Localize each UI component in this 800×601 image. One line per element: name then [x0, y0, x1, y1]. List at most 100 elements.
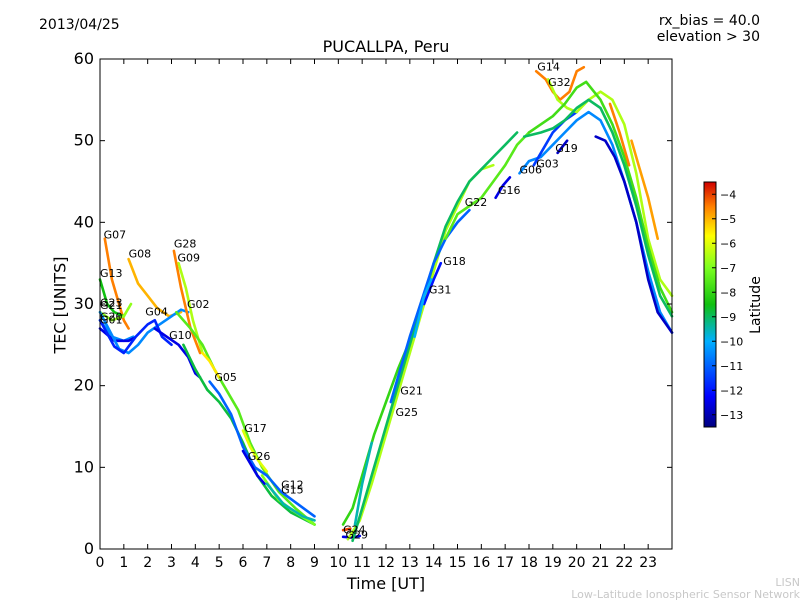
satellite-label-7: G04: [145, 305, 168, 318]
series-line-8: [172, 249, 202, 355]
x-tick-label-3: 3: [167, 555, 176, 571]
series-line-32: [546, 78, 674, 298]
series-line-30: [556, 139, 569, 155]
x-tick-label-2: 2: [143, 555, 152, 571]
y-tick-label-5: 50: [74, 131, 94, 150]
x-tick-label-18: 18: [520, 555, 538, 571]
satellite-label-16: G15: [281, 484, 304, 497]
colorbar-tick-label-8: −12: [720, 384, 743, 397]
series-line-39: [353, 441, 374, 526]
colorbar-tick-label-6: −10: [720, 335, 743, 348]
satellite-label-27: G19: [555, 142, 578, 155]
x-tick-label-11: 11: [353, 555, 371, 571]
axes: 0 1 2 3 4 5 6 7 8 9 10 11 12 13 14 15 16 17 18 19 20 21 22 2301…: [74, 49, 672, 571]
colorbar-tick-label-2: −6: [720, 237, 736, 250]
x-tick-label-15: 15: [449, 555, 467, 571]
colorbar-tick-label-1: −5: [720, 213, 736, 226]
series-line-11: [153, 327, 202, 379]
satellite-label-26: G03: [536, 158, 559, 171]
satellite-label-0: G07: [104, 229, 127, 242]
x-tick-label-4: 4: [191, 555, 200, 571]
series-line-19: [341, 527, 352, 532]
date-label: 2013/04/25: [39, 17, 120, 33]
x-tick-label-21: 21: [592, 555, 610, 571]
x-tick-label-10: 10: [329, 555, 347, 571]
satellite-labels: G07G13G23G21G20G01G08G04G28G09G02G10G05G…: [100, 60, 578, 541]
series-line-27: [494, 176, 512, 200]
satellite-label-19: G25: [396, 406, 419, 419]
y-tick-label-4: 40: [74, 212, 94, 231]
series-line-26: [444, 131, 531, 240]
y-tick-label-3: 30: [74, 294, 94, 313]
satellite-label-15: G12: [281, 479, 304, 492]
x-tick-label-19: 19: [544, 555, 562, 571]
satellite-label-2: G23: [100, 296, 123, 309]
footer-network-short: LISN: [775, 576, 800, 589]
x-tick-label-12: 12: [377, 555, 395, 571]
series-line-14: [208, 380, 316, 518]
x-tick-label-22: 22: [615, 555, 633, 571]
x-tick-label-23: 23: [639, 555, 657, 571]
y-tick-label-2: 20: [74, 376, 94, 395]
satellite-label-10: G02: [187, 298, 210, 311]
x-tick-label-20: 20: [568, 555, 586, 571]
y-tick-label-0: 0: [84, 539, 94, 558]
series-line-23: [351, 131, 519, 543]
series-line-15: [241, 429, 269, 473]
satellite-label-24: G16: [498, 184, 521, 197]
satellite-label-25: G06: [520, 163, 543, 176]
series-line-13: [201, 351, 221, 379]
chart-title: PUCALLPA, Peru: [322, 37, 450, 56]
x-tick-label-0: 0: [96, 555, 105, 571]
series-line-21: [341, 339, 412, 526]
satellite-label-21: G31: [429, 283, 452, 296]
x-tick-label-6: 6: [239, 555, 248, 571]
series-line-0: [103, 237, 130, 330]
satellite-label-4: G20: [100, 310, 123, 323]
colorbar-tick-label-5: −9: [720, 311, 736, 324]
x-tick-label-16: 16: [472, 555, 490, 571]
satellite-label-12: G05: [214, 371, 237, 384]
series-line-10: [175, 310, 316, 526]
series-line-18: [265, 482, 316, 522]
series-line-25: [422, 261, 443, 306]
colorbar-tick-label-9: −13: [720, 409, 743, 422]
series-line-34: [522, 98, 674, 318]
satellite-label-8: G28: [174, 238, 197, 251]
x-tick-label-14: 14: [425, 555, 443, 571]
x-tick-label-1: 1: [119, 555, 128, 571]
series-line-24: [389, 208, 471, 404]
satellite-label-28: G14: [537, 60, 560, 73]
series-line-28: [518, 110, 674, 334]
x-tick-label-9: 9: [310, 555, 319, 571]
satellite-label-23: G22: [465, 196, 488, 209]
x-tick-label-5: 5: [215, 555, 224, 571]
elevation-label: elevation > 30: [656, 29, 760, 45]
colorbar-ticks: −4 −5 −6 −7 −8 −9 −10 −11 −12 −13: [712, 188, 743, 422]
colorbar-tick-label-7: −11: [720, 360, 743, 373]
satellite-label-29: G32: [548, 76, 571, 89]
satellite-label-13: G17: [244, 422, 267, 435]
series-line-2: [98, 302, 133, 322]
x-axis-label: Time [UT]: [346, 574, 426, 593]
satellite-label-6: G08: [129, 247, 152, 260]
series-line-31: [534, 65, 586, 102]
series-line-1: [98, 278, 126, 318]
satellite-label-17: G24: [343, 524, 366, 537]
satellite-label-18: G29: [346, 528, 369, 541]
satellite-label-9: G09: [178, 252, 201, 265]
colorbar-tick-label-3: −7: [720, 262, 736, 275]
x-tick-label-13: 13: [401, 555, 419, 571]
satellite-label-22: G18: [443, 255, 466, 268]
series-line-38: [413, 278, 433, 339]
colorbar-tick-label-4: −8: [720, 286, 736, 299]
rx-bias-label: rx_bias = 40.0: [658, 13, 760, 29]
x-tick-label-17: 17: [496, 555, 514, 571]
footer-network-name: Low-Latitude Ionospheric Sensor Network: [571, 588, 800, 601]
series-line-36: [608, 102, 631, 167]
series-line-16: [241, 449, 266, 486]
x-tick-label-7: 7: [262, 555, 271, 571]
series-line-37: [630, 139, 660, 240]
y-tick-label-1: 10: [74, 457, 94, 476]
